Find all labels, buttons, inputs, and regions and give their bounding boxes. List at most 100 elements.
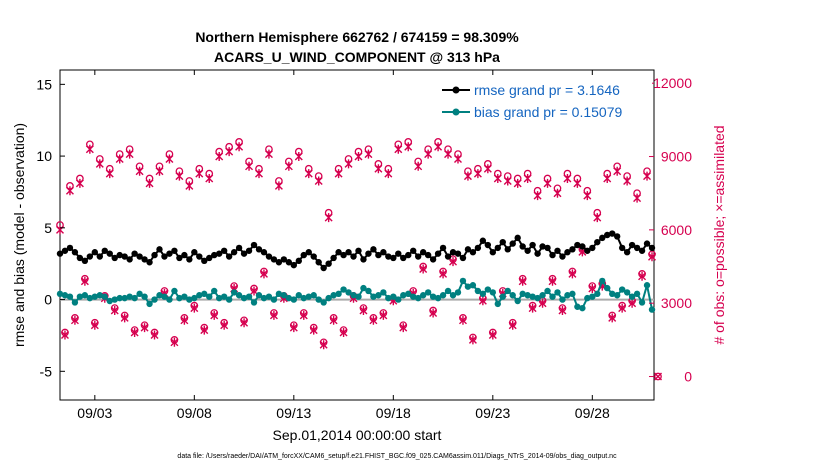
obs-assimilated-marker — [548, 276, 557, 286]
obs-assimilated-marker — [463, 171, 472, 181]
obs-assimilated-marker — [130, 328, 139, 338]
rmse-point — [569, 246, 576, 253]
rmse-point — [390, 254, 397, 262]
obs-assimilated-marker — [210, 310, 219, 320]
obs-assimilated-marker — [95, 159, 104, 169]
rmse-point — [141, 256, 148, 263]
bias-point — [469, 282, 477, 289]
obs-assimilated-marker — [434, 142, 443, 152]
rmse-point — [504, 246, 511, 253]
rmse-point — [514, 234, 521, 242]
rmse-point — [424, 251, 432, 259]
rmse-point — [564, 249, 571, 256]
rmse-point — [245, 247, 253, 254]
rmse-point — [260, 249, 268, 256]
y-left-tick-label: -5 — [40, 363, 53, 379]
bias-point — [76, 293, 84, 300]
obs-assimilated-marker — [200, 325, 209, 335]
bias-point — [186, 296, 193, 303]
bias-point — [280, 292, 288, 299]
bias-point — [559, 296, 566, 303]
rmse-point — [136, 253, 143, 260]
rmse-point — [549, 251, 556, 259]
bias-point — [196, 292, 203, 299]
obs-assimilated-marker — [294, 152, 303, 162]
bias-point — [360, 284, 367, 292]
bias-point — [439, 292, 447, 299]
bias-point — [260, 294, 268, 302]
obs-assimilated-marker — [344, 159, 353, 169]
rmse-point — [449, 249, 457, 256]
rmse-point — [355, 247, 362, 254]
bias-point — [534, 294, 541, 302]
bias-point — [479, 290, 487, 298]
obs-assimilated-marker — [165, 154, 174, 164]
rmse-point — [230, 249, 238, 256]
obs-assimilated-marker — [439, 269, 448, 279]
bias-point — [131, 294, 138, 302]
obs-assimilated-marker — [424, 149, 433, 159]
bias-point — [255, 292, 263, 299]
rmse-point — [335, 249, 342, 256]
rmse-point — [71, 249, 79, 256]
obs-assimilated-marker — [110, 306, 119, 316]
obs-assimilated-marker — [225, 147, 234, 157]
obs-assimilated-marker — [190, 303, 199, 313]
rmse-point — [181, 251, 188, 259]
rmse-point — [419, 249, 427, 256]
rmse-point — [215, 250, 223, 257]
rmse-point — [345, 249, 352, 256]
bias-point — [444, 287, 452, 295]
obs-assimilated-marker — [419, 264, 428, 274]
obs-assimilated-marker — [593, 213, 602, 223]
bias-point — [191, 294, 198, 302]
bias-point — [181, 293, 188, 300]
rmse-point — [559, 253, 566, 260]
obs-assimilated-marker — [493, 174, 502, 184]
rmse-point — [429, 256, 437, 263]
rmse-point — [211, 251, 218, 259]
obs-assimilated-marker — [523, 174, 532, 184]
bias-point — [599, 277, 606, 285]
rmse-point — [544, 244, 551, 252]
rmse-point — [604, 231, 611, 239]
obs-assimilated-marker — [250, 286, 259, 296]
obs-assimilated-marker — [70, 315, 79, 325]
bias-point — [91, 293, 99, 300]
bias-point — [136, 290, 143, 298]
rmse-point — [400, 254, 407, 262]
obs-assimilated-marker-edge — [654, 372, 663, 381]
obs-assimilated-marker — [170, 337, 179, 347]
obs-assimilated-marker — [334, 169, 343, 179]
obs-assimilated-marker — [628, 298, 637, 308]
rmse-point — [171, 247, 178, 254]
bias-point — [604, 284, 611, 292]
rmse-point — [589, 244, 596, 252]
rmse-point — [206, 254, 213, 262]
obs-assimilated-marker — [324, 213, 333, 223]
rmse-point — [618, 244, 626, 252]
bias-point — [519, 290, 526, 298]
obs-assimilated-marker — [374, 164, 383, 174]
obs-assimilated-marker — [429, 308, 438, 318]
y-left-tick-label: 15 — [36, 76, 52, 92]
obs-assimilated-marker — [618, 303, 627, 313]
rmse-point — [405, 251, 412, 259]
obs-assimilated-marker — [289, 323, 298, 333]
bias-point — [206, 293, 213, 300]
rmse-point — [285, 259, 293, 266]
bias-point — [240, 294, 248, 302]
obs-assimilated-marker — [364, 149, 373, 159]
rmse-point — [594, 238, 601, 246]
bias-point — [405, 290, 412, 298]
x-tick-label: 09/08 — [177, 405, 212, 421]
obs-assimilated-marker — [458, 315, 467, 325]
rmse-point — [375, 251, 382, 259]
rmse-point — [643, 240, 651, 247]
rmse-point — [126, 256, 133, 263]
rmse-point — [56, 250, 64, 257]
bias-point — [56, 290, 64, 298]
obs-assimilated-marker — [478, 296, 487, 306]
chart-title-line1: Northern Hemisphere 662762 / 674159 = 98… — [195, 29, 519, 45]
bias-point — [494, 300, 501, 308]
